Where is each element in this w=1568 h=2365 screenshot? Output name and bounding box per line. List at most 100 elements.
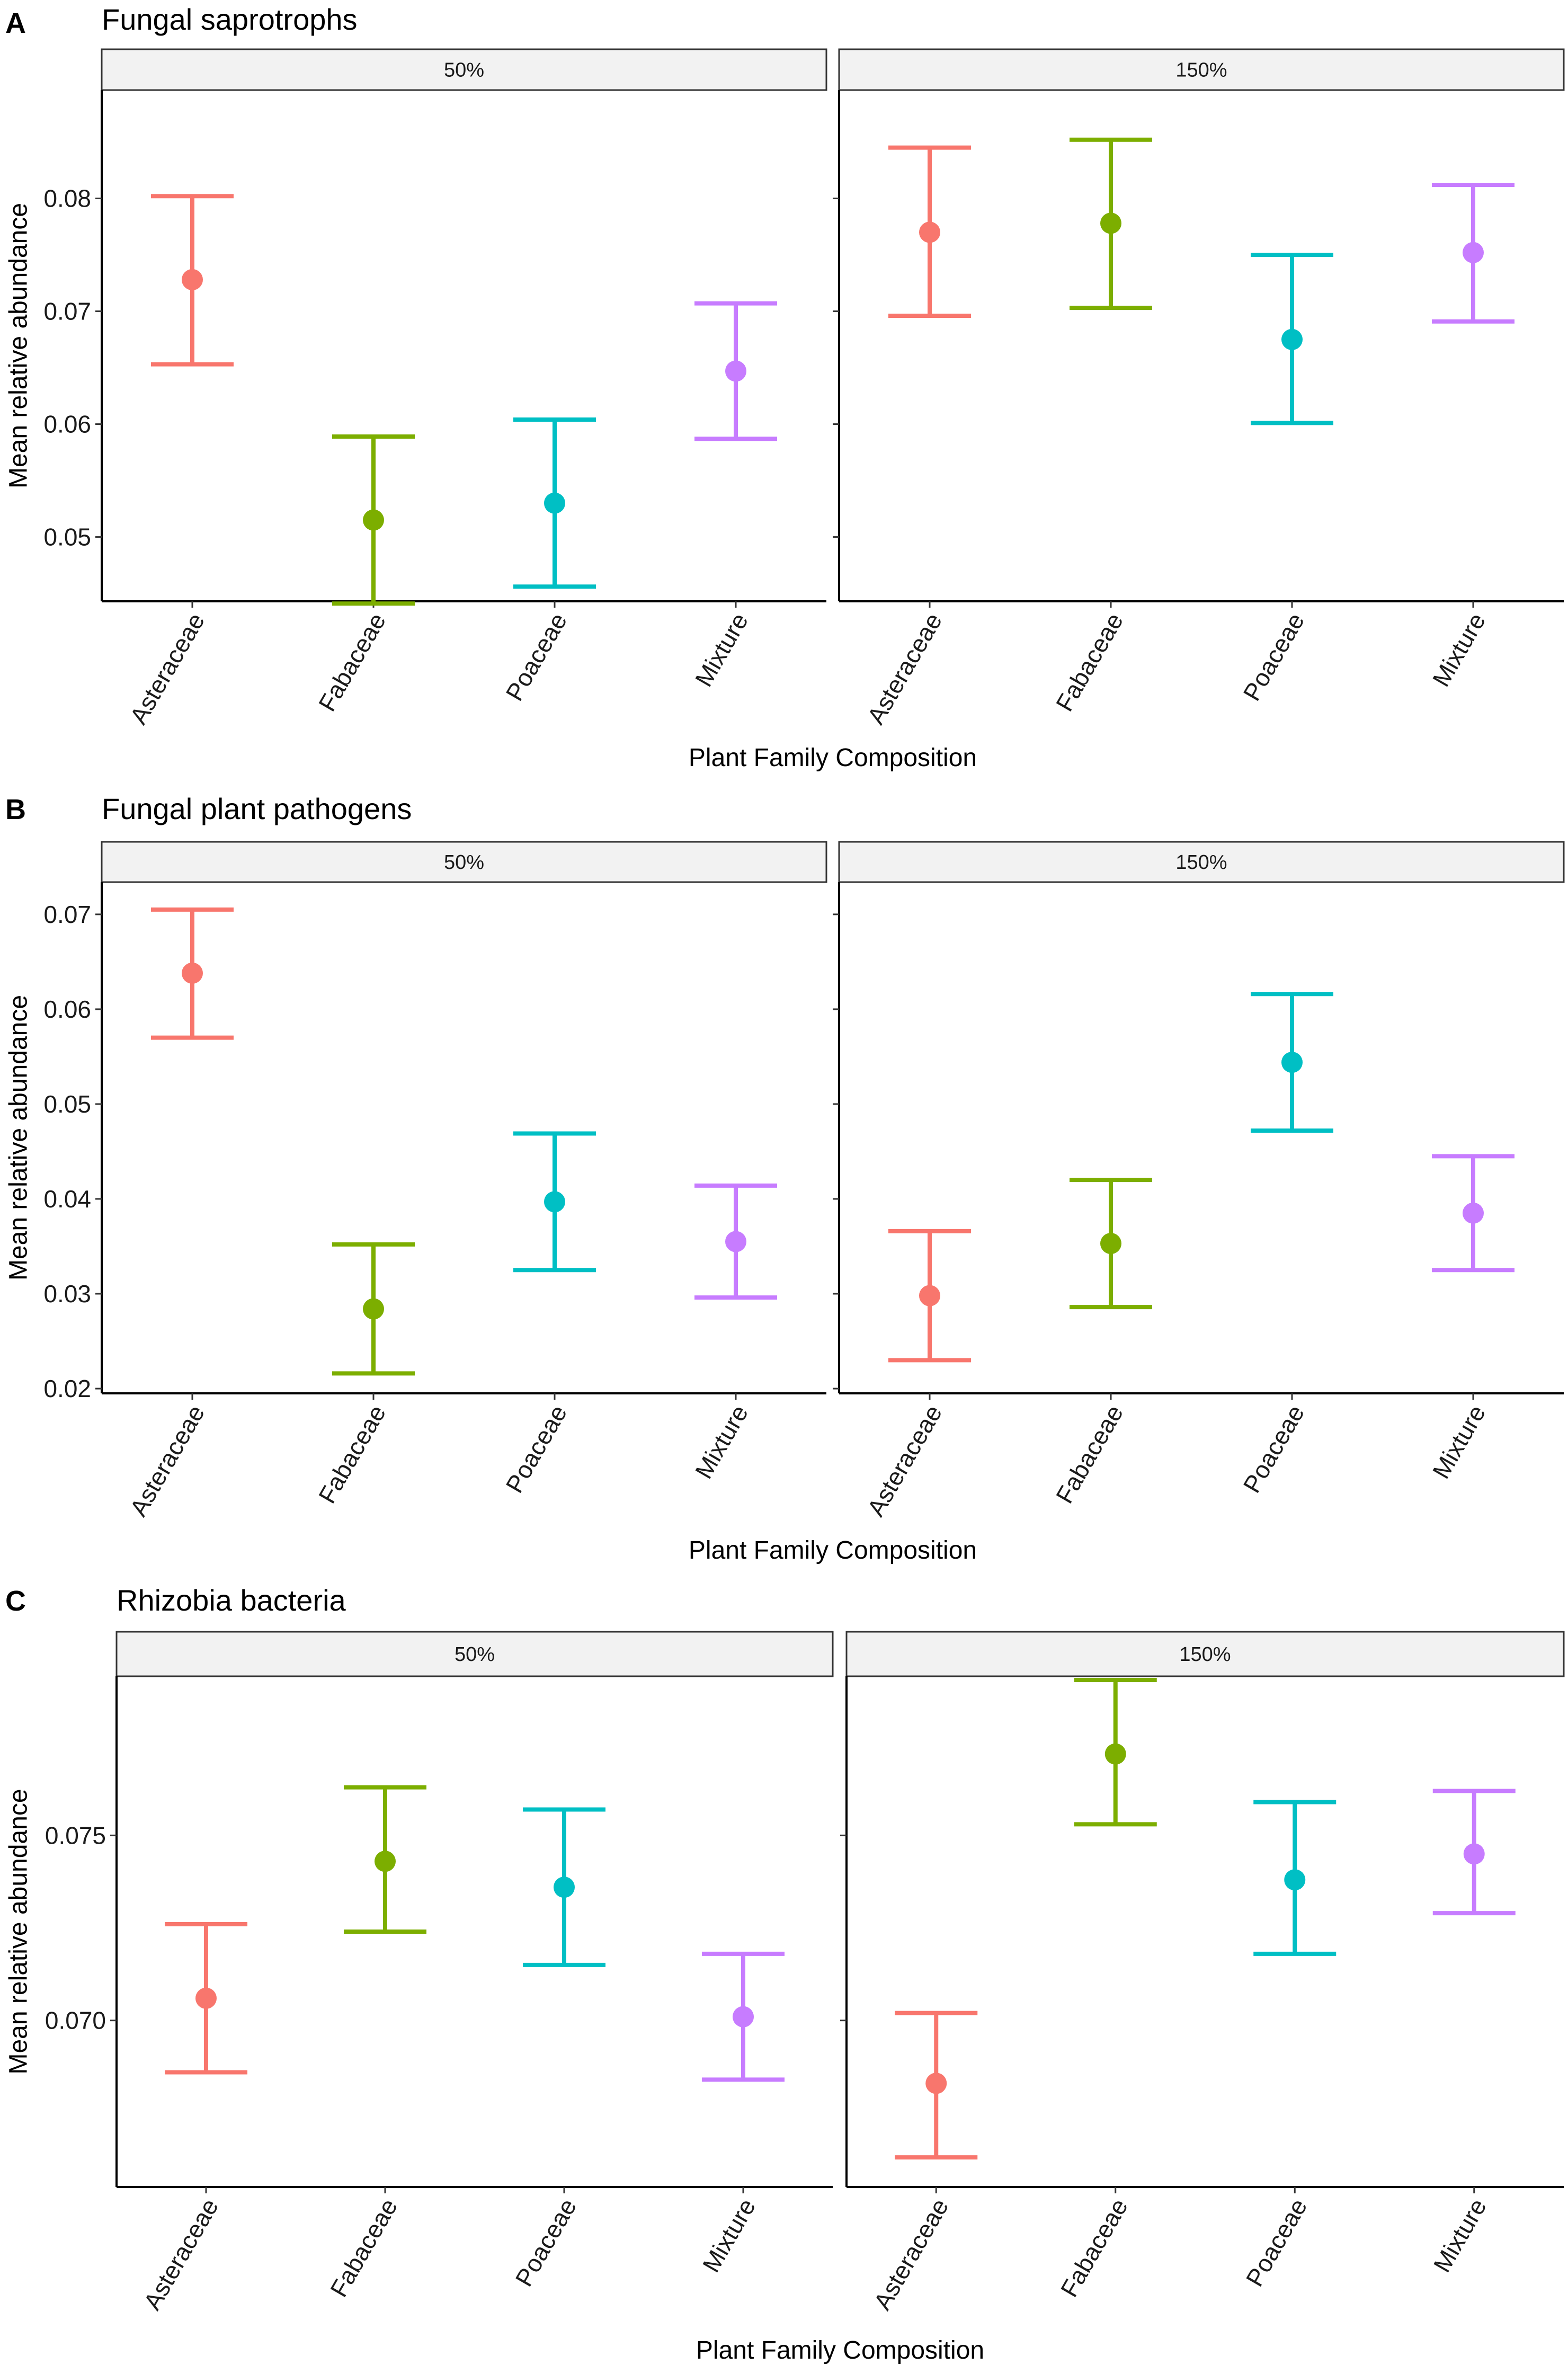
mean-point xyxy=(363,509,384,531)
x-category-label: Asteraceae xyxy=(868,2194,954,2315)
facet-strip xyxy=(101,48,827,91)
errorbar-fabaceae xyxy=(1070,137,1152,310)
panel-c: C Rhizobia bacteria 50% 0.070 0.075 Asteracea… xyxy=(5,1584,1565,2364)
errorbar-poaceae xyxy=(1251,253,1333,425)
panel-letter: B xyxy=(5,794,26,825)
mean-point xyxy=(1463,1843,1485,1865)
x-category-label: Asteraceae xyxy=(138,2194,224,2315)
mean-point xyxy=(1284,1869,1306,1891)
x-category-label: Asteraceae xyxy=(862,608,947,729)
errorbar-fabaceae xyxy=(1070,1178,1152,1310)
mean-point xyxy=(375,1851,396,1872)
facet-low: 50% 0.02 0.03 0.04 0.05 0.06 0.07 Asteraceae Fab… xyxy=(43,841,827,1521)
x-axis-title: Plant Family Composition xyxy=(689,744,977,772)
y-tick-label: 0.075 xyxy=(45,1821,106,1849)
errorbar-fabaceae xyxy=(332,1242,415,1376)
mean-point xyxy=(544,492,565,514)
x-axis-title: Plant Family Composition xyxy=(696,2336,984,2364)
mean-point xyxy=(919,221,940,243)
y-tick-label: 0.05 xyxy=(43,523,91,551)
facet-strip-label: 50% xyxy=(444,851,484,874)
y-tick-label: 0.06 xyxy=(43,411,91,438)
panel-letter: C xyxy=(5,1585,26,1617)
x-category-label: Poaceae xyxy=(1241,2194,1313,2291)
x-category-label: Poaceae xyxy=(1237,608,1309,705)
x-category-label: Fabaceae xyxy=(313,608,391,716)
errorbar-mixture xyxy=(1432,182,1514,324)
y-tick-label: 0.03 xyxy=(43,1280,91,1308)
mean-point xyxy=(1463,1202,1484,1224)
errorbar-asteraceae xyxy=(888,145,971,318)
mean-point xyxy=(1100,212,1121,234)
mean-point xyxy=(1281,328,1303,350)
errorbar-asteraceae xyxy=(888,1229,971,1363)
x-category-label: Poaceae xyxy=(500,608,572,705)
errorbar-mixture xyxy=(702,1951,785,2082)
y-axis-title: Mean relative abundance xyxy=(5,1789,33,2074)
x-category-label: Mixture xyxy=(1427,608,1491,691)
x-category-label: Mixture xyxy=(690,1400,753,1483)
errorbar-asteraceae xyxy=(165,1922,247,2075)
x-category-label: Poaceae xyxy=(500,1400,572,1497)
mean-point xyxy=(1104,1743,1126,1765)
mean-point xyxy=(544,1191,565,1213)
facet-strip-label: 50% xyxy=(455,1643,495,1666)
facet-strip xyxy=(838,48,1565,91)
facet-low: 50% 0.05 0.06 0.07 0.08 Asteraceae Fabaceae Poa… xyxy=(43,48,827,729)
errorbar-poaceae xyxy=(523,1807,605,1967)
errorbar-asteraceae xyxy=(151,194,234,367)
errorbar-mixture xyxy=(694,301,777,441)
x-category-label: Poaceae xyxy=(1237,1400,1309,1497)
y-tick-label: 0.04 xyxy=(43,1185,91,1213)
x-category-label: Fabaceae xyxy=(325,2194,403,2301)
facet-strip xyxy=(101,841,827,883)
errorbar-fabaceae xyxy=(344,1785,426,1934)
x-category-label: Fabaceae xyxy=(1050,608,1128,716)
y-axis-title: Mean relative abundance xyxy=(5,203,33,488)
panel-title: Rhizobia bacteria xyxy=(117,1584,346,1617)
x-category-label: Mixture xyxy=(697,2194,761,2277)
panel-title: Fungal plant pathogens xyxy=(102,792,412,825)
errorbar-mixture xyxy=(694,1183,777,1300)
mean-point xyxy=(1100,1233,1121,1255)
mean-point xyxy=(725,1231,746,1252)
mean-point xyxy=(363,1298,384,1320)
panel-letter: A xyxy=(5,7,26,39)
mean-point xyxy=(925,2073,947,2094)
mean-point xyxy=(1281,1052,1303,1073)
facet-strip xyxy=(115,1631,834,1677)
errorbar-poaceae xyxy=(513,417,596,589)
facet-low: 50% 0.070 0.075 Asteraceae Fabaceae Poaceae Mi… xyxy=(45,1631,834,2315)
errorbar-mixture xyxy=(1432,1789,1516,1916)
x-category-label: Fabaceae xyxy=(1050,1400,1128,1508)
errorbar-poaceae xyxy=(513,1131,596,1273)
y-tick-label: 0.07 xyxy=(43,901,91,928)
x-category-label: Mixture xyxy=(1427,1400,1491,1483)
errorbar-mixture xyxy=(1432,1154,1514,1273)
mean-point xyxy=(919,1285,940,1306)
x-category-label: Poaceae xyxy=(510,2194,582,2291)
errorbar-asteraceae xyxy=(895,2011,978,2160)
errorbar-poaceae xyxy=(1253,1800,1337,1956)
facet-strip-label: 150% xyxy=(1179,1643,1231,1666)
x-category-label: Asteraceae xyxy=(124,1400,210,1521)
facet-high: 150% Asteraceae Fabaceae Poaceae Mixture xyxy=(833,841,1565,1521)
panel-a: A Fungal saprotrophs 50% 0.05 0.06 0.07 0.08 As… xyxy=(5,3,1565,772)
errorbar-fabaceae xyxy=(1074,1677,1157,1827)
panel-b: B Fungal plant pathogens 50% 0.02 0.03 0.04 0.… xyxy=(5,792,1565,1564)
x-category-label: Fabaceae xyxy=(1055,2194,1133,2301)
mean-point xyxy=(182,269,203,290)
x-category-label: Mixture xyxy=(690,608,753,691)
mean-point xyxy=(1463,242,1484,263)
y-axis-title: Mean relative abundance xyxy=(5,995,33,1281)
x-category-label: Asteraceae xyxy=(124,608,210,729)
mean-point xyxy=(725,360,746,382)
x-category-label: Fabaceae xyxy=(313,1400,391,1508)
facet-strip xyxy=(845,1631,1565,1677)
facet-strip-label: 150% xyxy=(1175,851,1227,874)
y-tick-label: 0.06 xyxy=(43,995,91,1023)
mean-point xyxy=(182,962,203,984)
facet-strip-label: 150% xyxy=(1175,59,1227,82)
facet-high: 150% Asteraceae Fabaceae Poaceae Mixture xyxy=(833,48,1565,729)
